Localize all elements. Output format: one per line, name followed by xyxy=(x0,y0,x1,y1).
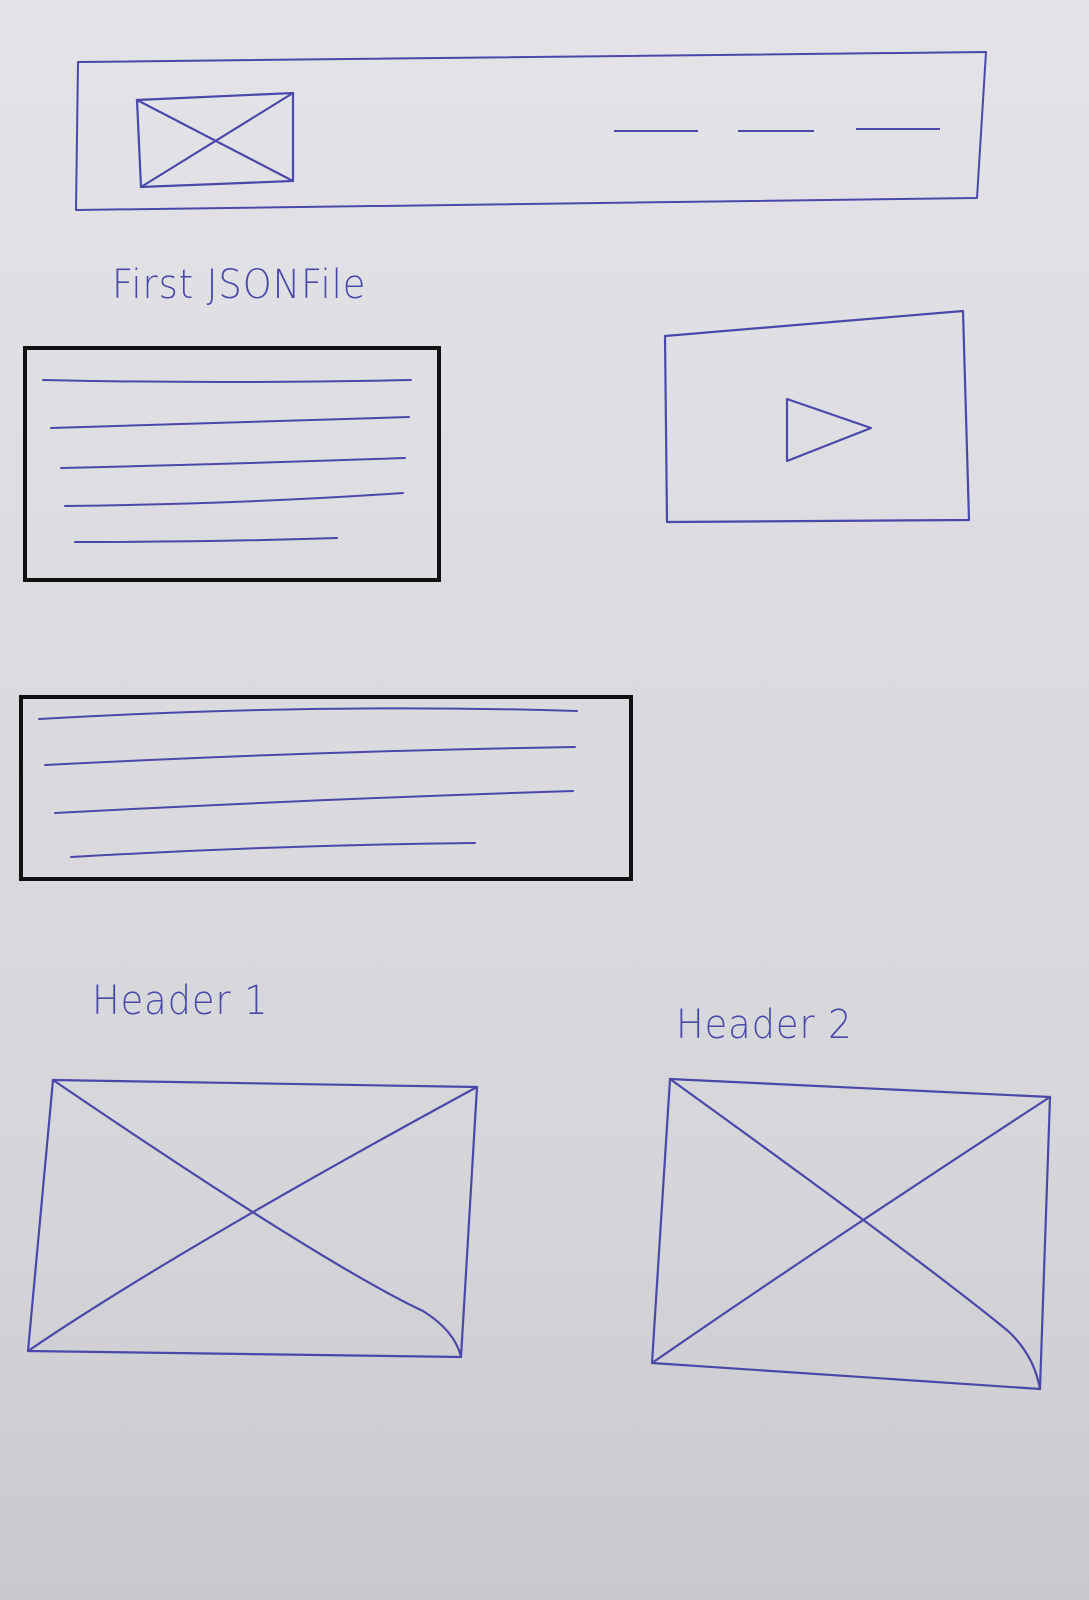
text-block-2-lines xyxy=(38,707,578,858)
section-title: First JSONFile xyxy=(112,262,367,308)
text-block-1 xyxy=(23,346,441,582)
video-player[interactable] xyxy=(660,306,980,536)
gallery-header-2: Header 2 xyxy=(676,1002,853,1048)
text-block-1-lines xyxy=(42,379,412,543)
nav-item-2[interactable] xyxy=(738,130,814,132)
text-block-2 xyxy=(19,695,633,881)
image-placeholder-2-icon[interactable] xyxy=(648,1075,1058,1395)
image-placeholder-1-icon[interactable] xyxy=(25,1075,485,1365)
logo-placeholder-icon[interactable] xyxy=(135,90,295,190)
play-icon[interactable] xyxy=(785,397,873,463)
nav-item-1[interactable] xyxy=(614,130,698,132)
gallery-header-1: Header 1 xyxy=(92,978,269,1024)
nav-item-3[interactable] xyxy=(856,128,940,130)
